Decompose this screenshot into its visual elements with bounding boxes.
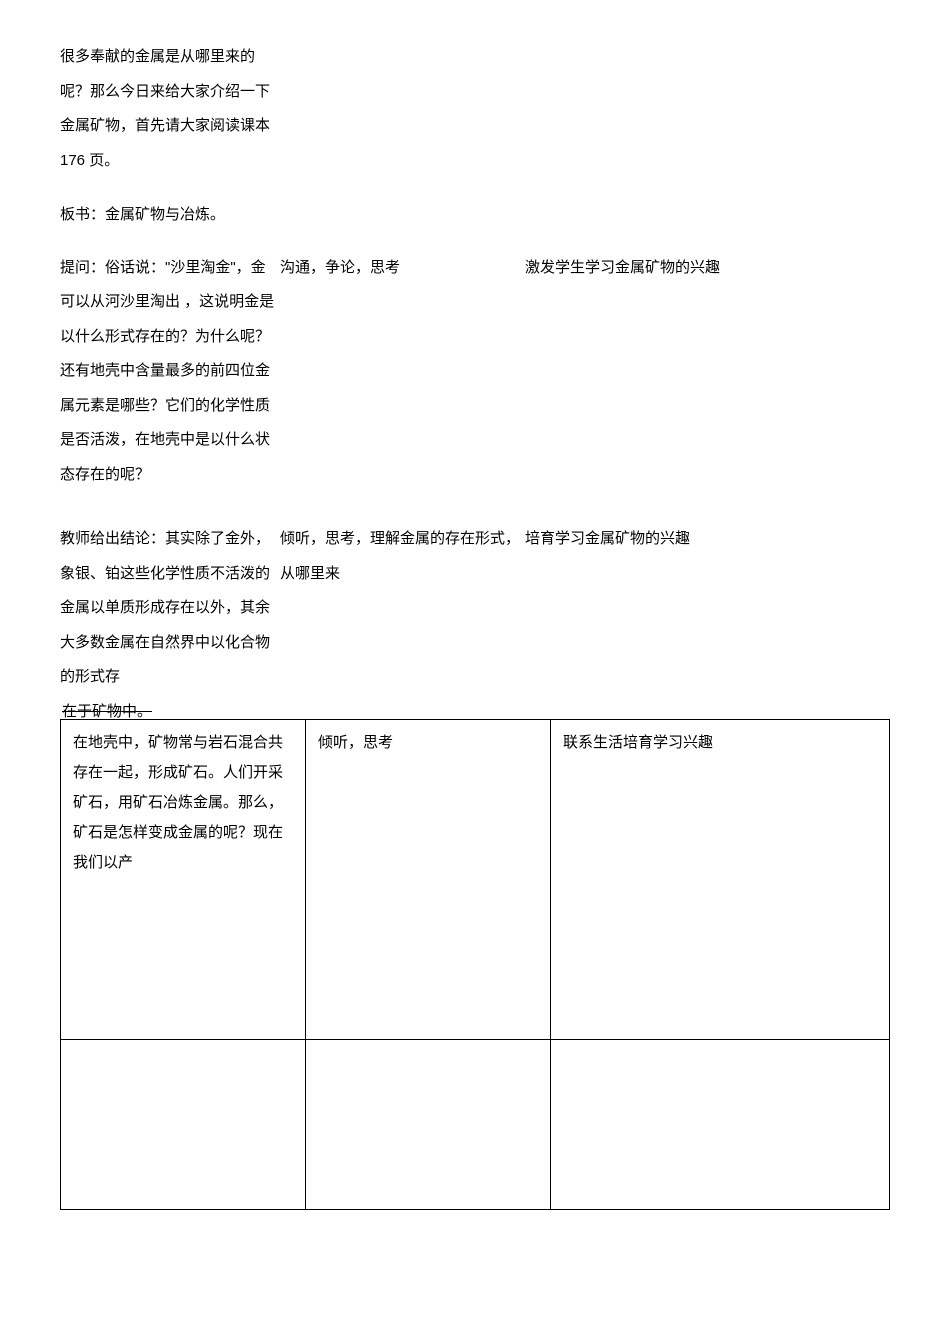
question-col2: 沟通，争论，思考 — [280, 251, 525, 493]
lesson-table: 在地壳中，矿物常与岩石混合共存在一起，形成矿石。人们开采矿石，用矿石冶炼金属。那… — [60, 719, 890, 1210]
conclusion-text-main: 教师给出结论：其实除了金外，象银、铂这些化学性质不活泼的金属以单质形成存在以外，… — [60, 530, 270, 685]
table-cell-1-3: 联系生活培育学习兴趣 — [551, 720, 890, 1040]
question-col1: 提问：俗话说："沙里淘金"，金可以从河沙里淘出 ，这说明金是以什么形式存在的？为… — [60, 251, 280, 493]
conclusion-col1: 教师给出结论：其实除了金外，象银、铂这些化学性质不活泼的金属以单质形成存在以外，… — [60, 522, 280, 695]
table-cell-1-1: 在地壳中，矿物常与岩石混合共存在一起，形成矿石。人们开采矿石，用矿石冶炼金属。那… — [61, 720, 306, 1040]
intro-text: 很多奉献的金属是从哪里来的呢？那么今日来给大家介绍一下金属矿物，首先请大家阅读课… — [60, 40, 280, 178]
table-row: 在地壳中，矿物常与岩石混合共存在一起，形成矿石。人们开采矿石，用矿石冶炼金属。那… — [61, 720, 890, 1040]
conclusion-col3: 培育学习金属矿物的兴趣 — [525, 522, 890, 695]
intro-section: 很多奉献的金属是从哪里来的呢？那么今日来给大家介绍一下金属矿物，首先请大家阅读课… — [60, 40, 890, 178]
boardwork-line: 板书：金属矿物与冶炼。 — [60, 198, 890, 233]
conclusion-section: 教师给出结论：其实除了金外，象银、铂这些化学性质不活泼的金属以单质形成存在以外，… — [60, 522, 890, 695]
table-row — [61, 1040, 890, 1210]
question-col3: 激发学生学习金属矿物的兴趣 — [525, 251, 890, 493]
table-cell-2-3 — [551, 1040, 890, 1210]
conclusion-col2: 倾听，思考，理解金属的存在形式，从哪里来 — [280, 522, 525, 695]
question-section: 提问：俗话说："沙里淘金"，金可以从河沙里淘出 ，这说明金是以什么形式存在的？为… — [60, 251, 890, 493]
table-cell-2-2 — [306, 1040, 551, 1210]
table-cell-1-2: 倾听，思考 — [306, 720, 551, 1040]
table-cell-2-1 — [61, 1040, 306, 1210]
